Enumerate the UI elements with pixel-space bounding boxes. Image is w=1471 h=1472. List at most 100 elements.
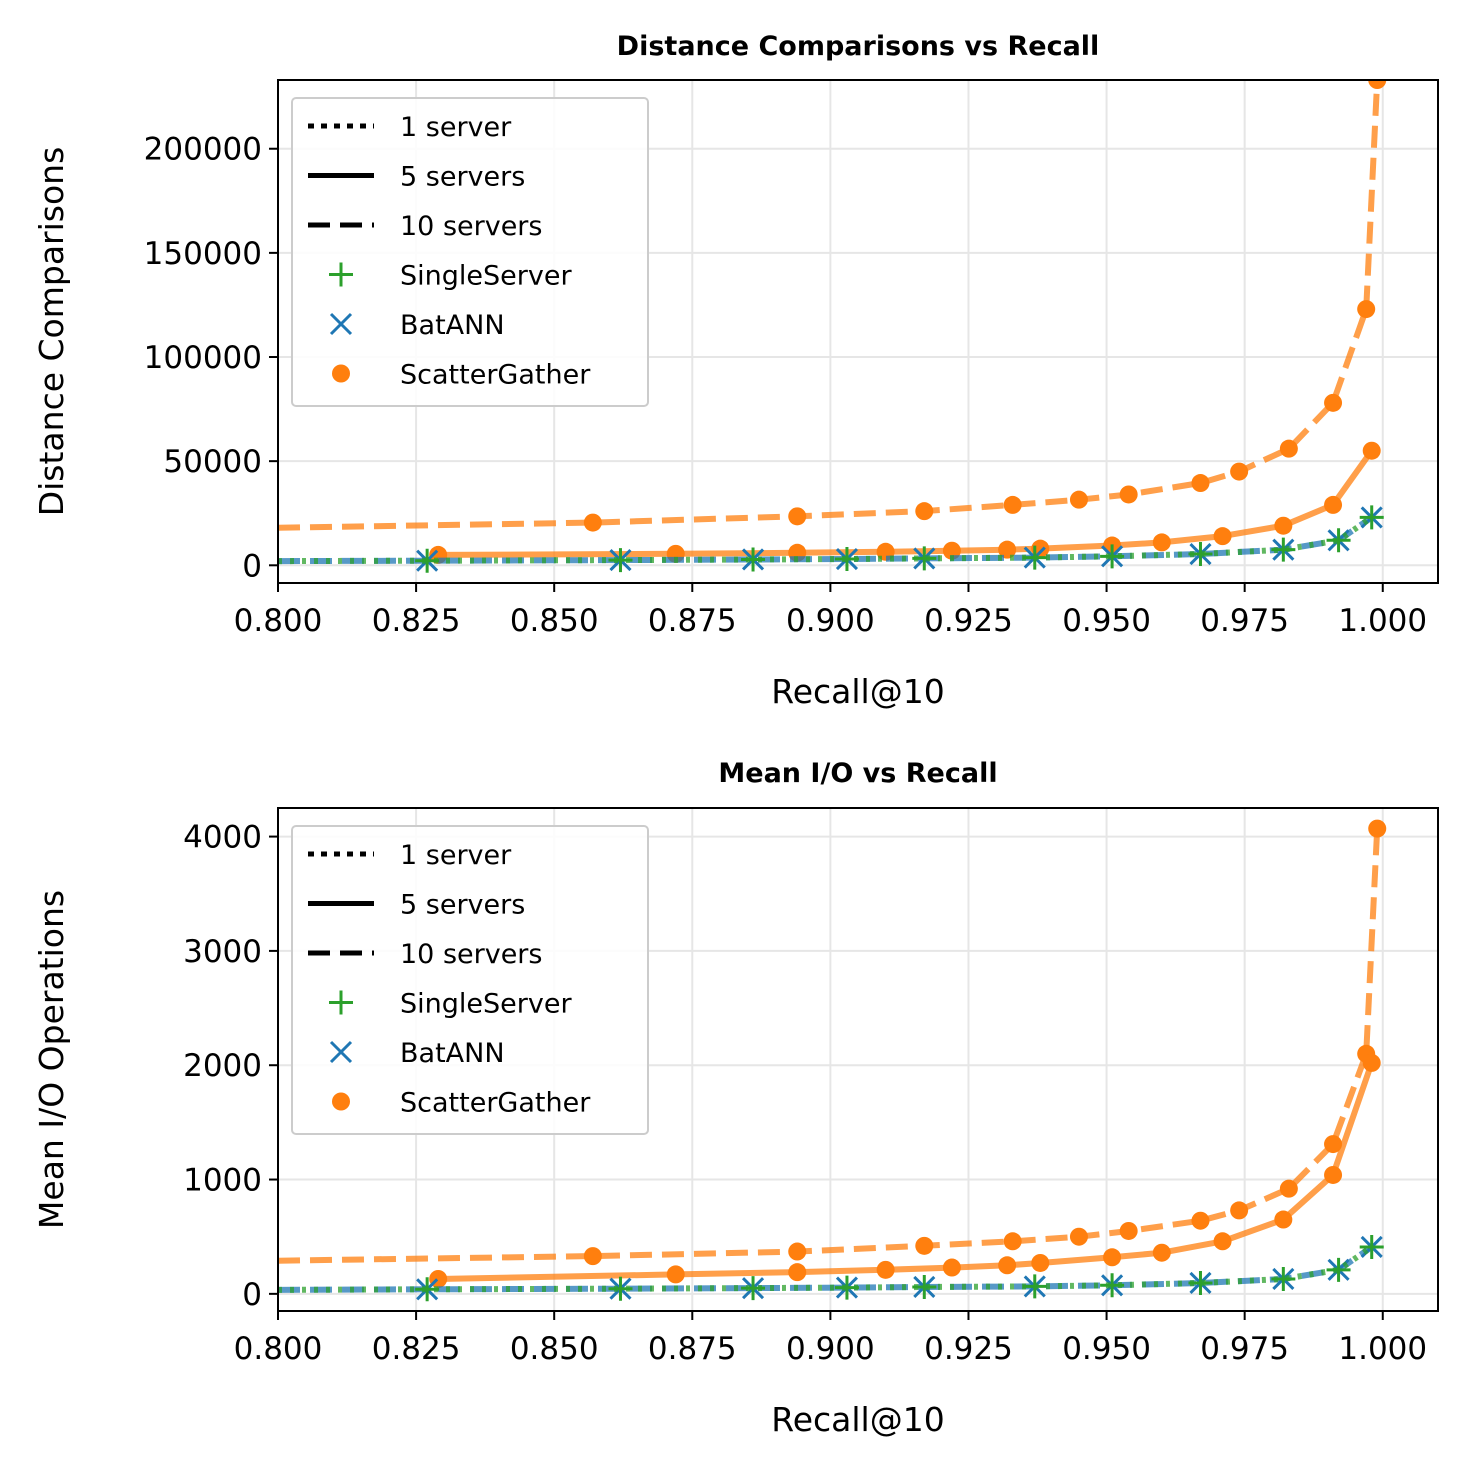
axes-frame bbox=[277, 807, 1439, 1312]
x-tick-label: 0.825 bbox=[372, 1331, 461, 1367]
legend-entry: SingleServer bbox=[329, 989, 572, 1020]
data-point bbox=[912, 546, 937, 571]
data-point bbox=[1100, 1273, 1125, 1298]
data-point bbox=[1274, 1210, 1293, 1229]
data-point bbox=[1324, 1165, 1343, 1184]
series-scattergather-5-servers bbox=[429, 441, 1381, 564]
data-point bbox=[915, 502, 934, 521]
data-point bbox=[998, 1256, 1017, 1275]
data-point bbox=[788, 1242, 807, 1261]
data-point bbox=[1362, 441, 1381, 460]
x-tick-label: 0.875 bbox=[648, 603, 737, 639]
y-tick-label: 0 bbox=[242, 1277, 262, 1313]
legend-label: ScatterGather bbox=[400, 1088, 591, 1119]
y-tick-label: 200000 bbox=[144, 132, 262, 168]
y-tick-label: 2000 bbox=[183, 1048, 262, 1084]
data-point bbox=[1003, 495, 1022, 514]
y-tick-label: 3000 bbox=[183, 934, 262, 970]
y-axis-label: Distance Comparisons bbox=[32, 147, 71, 517]
data-point bbox=[1230, 1201, 1249, 1220]
legend-entry: ScatterGather bbox=[332, 360, 591, 391]
legend-entry: 10 servers bbox=[308, 211, 542, 242]
y-tick-label: 150000 bbox=[144, 236, 262, 272]
data-point bbox=[415, 548, 440, 573]
data-point bbox=[1152, 1243, 1171, 1262]
data-point bbox=[583, 513, 602, 532]
data-point bbox=[1368, 80, 1387, 89]
legend-label: 5 servers bbox=[400, 162, 525, 193]
data-point bbox=[1324, 393, 1343, 412]
data-point bbox=[1022, 1274, 1047, 1299]
legend-label: 10 servers bbox=[400, 211, 542, 242]
data-point bbox=[1213, 1232, 1232, 1251]
x-tick-label: 0.825 bbox=[372, 603, 461, 639]
legend-entry: 1 server bbox=[308, 840, 512, 871]
y-axis-label: Mean I/O Operations bbox=[32, 890, 71, 1229]
data-point bbox=[1274, 516, 1293, 535]
data-point bbox=[1359, 505, 1384, 530]
series-scattergather-5-servers bbox=[429, 1053, 1381, 1288]
data-point bbox=[1119, 485, 1138, 504]
data-point bbox=[1271, 537, 1296, 562]
legend-entry: BatANN bbox=[329, 310, 505, 341]
legend: 1 server 5 servers 10 servers SingleServer B… bbox=[291, 97, 649, 407]
x-tick-label: 0.975 bbox=[1200, 1331, 1289, 1367]
legend-label: 1 server bbox=[400, 112, 512, 143]
x-tick-label: 0.925 bbox=[924, 603, 1013, 639]
series-group bbox=[278, 80, 1387, 573]
x-tick-label: 0.900 bbox=[786, 1331, 875, 1367]
series-singleserver-1-server bbox=[278, 1234, 1384, 1302]
data-point bbox=[1279, 439, 1298, 458]
legend-box bbox=[291, 97, 649, 407]
x-tick-label: 1.000 bbox=[1338, 603, 1427, 639]
data-point bbox=[876, 1260, 895, 1279]
data-point bbox=[1119, 1221, 1138, 1240]
data-point bbox=[608, 1276, 633, 1301]
series-scattergather-10-servers bbox=[278, 819, 1387, 1266]
x-tick-label: 0.800 bbox=[234, 603, 323, 639]
chart-distance-comparisons: Distance Comparisons vs Recall 0.800 0.82… bbox=[32, 31, 1439, 711]
data-point bbox=[1326, 1257, 1351, 1282]
legend-label: BatANN bbox=[400, 1038, 505, 1069]
legend-entry: 5 servers bbox=[308, 890, 525, 921]
data-point bbox=[834, 547, 859, 572]
series-group bbox=[278, 819, 1387, 1302]
y-tick-label: 1000 bbox=[183, 1163, 262, 1199]
legend-label: 10 servers bbox=[400, 939, 542, 970]
legend-label: ScatterGather bbox=[400, 360, 591, 391]
data-point bbox=[1191, 474, 1210, 493]
legend-label: 1 server bbox=[400, 840, 512, 871]
data-point bbox=[1230, 462, 1249, 481]
data-point bbox=[1188, 1270, 1213, 1295]
y-tick-label: 50000 bbox=[163, 444, 262, 480]
data-point bbox=[666, 1265, 685, 1284]
data-point bbox=[1022, 545, 1047, 570]
legend-marker-swatch bbox=[329, 990, 353, 1015]
y-tick-label: 0 bbox=[242, 548, 262, 584]
legend-entry: 1 server bbox=[308, 112, 512, 143]
legend-entry: 10 servers bbox=[308, 939, 542, 970]
series-scattergather-10-servers bbox=[278, 80, 1387, 532]
legend-label: SingleServer bbox=[400, 261, 572, 292]
chart-title: Distance Comparisons vs Recall bbox=[617, 31, 1100, 62]
data-point bbox=[1191, 1211, 1210, 1230]
data-point bbox=[788, 1263, 807, 1282]
data-point bbox=[415, 1277, 440, 1302]
legend-marker-swatch bbox=[332, 364, 350, 383]
x-tick-label: 0.925 bbox=[924, 1331, 1013, 1367]
data-point bbox=[608, 548, 633, 573]
series-layer bbox=[278, 80, 1387, 573]
ticks: 0.800 0.825 0.850 0.875 0.900 0.925 0.950 0.975… bbox=[144, 132, 1427, 639]
ticks: 0.800 0.825 0.850 0.875 0.900 0.925 0.950 0.975… bbox=[183, 820, 1427, 1367]
data-point bbox=[1271, 1266, 1296, 1291]
data-point bbox=[1103, 1248, 1122, 1267]
data-point bbox=[912, 1274, 937, 1299]
y-tick-label: 100000 bbox=[144, 340, 262, 376]
data-point bbox=[942, 1258, 961, 1277]
x-tick-label: 0.975 bbox=[1200, 603, 1289, 639]
data-point bbox=[1069, 490, 1088, 509]
legend-entry: BatANN bbox=[329, 1038, 505, 1069]
x-tick-label: 0.950 bbox=[1062, 1331, 1151, 1367]
axes-frame bbox=[277, 79, 1439, 584]
x-tick-label: 0.900 bbox=[786, 603, 875, 639]
